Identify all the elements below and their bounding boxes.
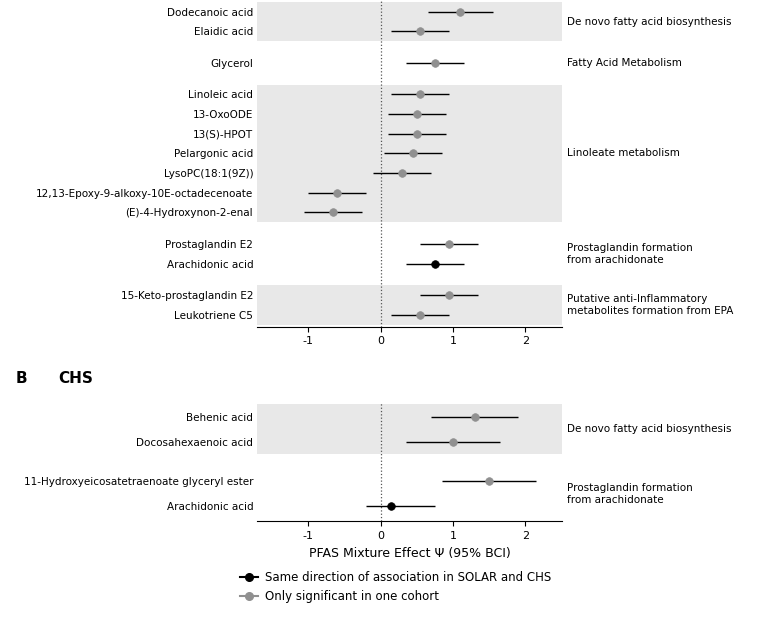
X-axis label: PFAS Mixture Effect Ψ (95% BCI): PFAS Mixture Effect Ψ (95% BCI) — [309, 546, 510, 560]
Text: Fatty Acid Metabolism: Fatty Acid Metabolism — [567, 58, 682, 68]
Text: De novo fatty acid biosynthesis: De novo fatty acid biosynthesis — [567, 16, 732, 26]
Text: Linoleate metabolism: Linoleate metabolism — [567, 148, 680, 158]
Bar — [257, 2, 562, 41]
Text: Putative anti-Inflammatory
metabolites formation from EPA: Putative anti-Inflammatory metabolites f… — [567, 294, 734, 316]
Bar — [257, 404, 562, 454]
Text: CHS: CHS — [58, 371, 94, 386]
Text: B: B — [16, 371, 27, 386]
Text: Prostaglandin formation
from arachidonate: Prostaglandin formation from arachidonat… — [567, 242, 693, 265]
Legend: Same direction of association in SOLAR and CHS, Only significant in one cohort: Same direction of association in SOLAR a… — [240, 571, 551, 604]
Bar — [257, 285, 562, 325]
Text: Prostaglandin formation
from arachidonate: Prostaglandin formation from arachidonat… — [567, 483, 693, 505]
Text: De novo fatty acid biosynthesis: De novo fatty acid biosynthesis — [567, 425, 732, 435]
Bar — [257, 85, 562, 222]
